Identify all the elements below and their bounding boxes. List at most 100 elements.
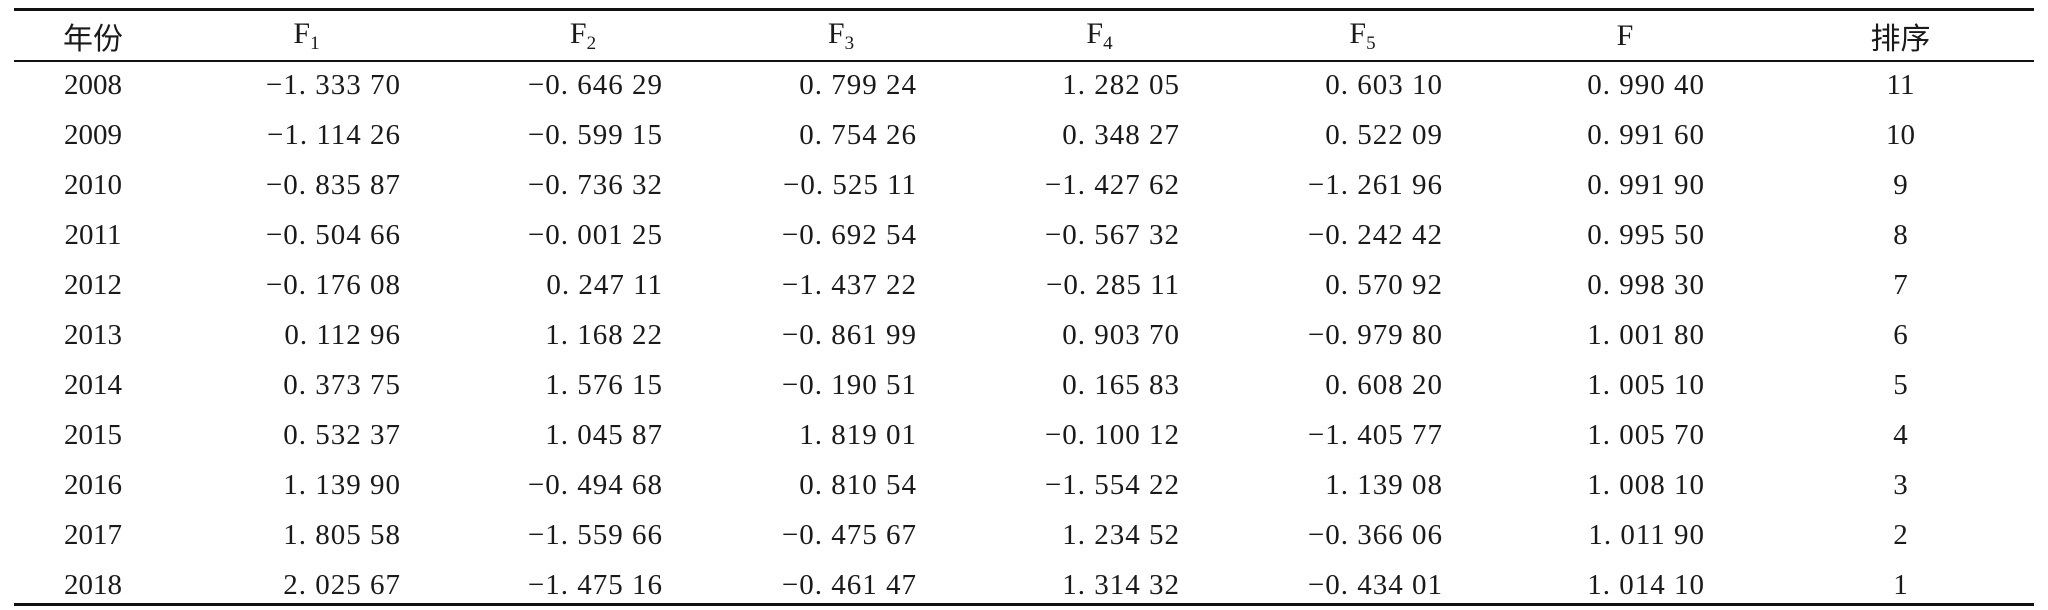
cell-f2: −0. 599 15 — [527, 118, 663, 151]
cell-f2: 1. 045 87 — [545, 418, 663, 451]
cell-f4: 0. 903 70 — [1062, 318, 1180, 351]
cell-f3: −0. 461 47 — [781, 568, 917, 601]
cell-f4: 0. 165 83 — [1062, 368, 1180, 401]
cell-rank: 2 — [1893, 518, 1908, 551]
cell-f: 0. 991 60 — [1587, 118, 1705, 151]
cell-f1: 0. 532 37 — [283, 418, 401, 451]
table-row: 2015 0. 532 37 1. 045 87 1. 819 01 −0. 100 1… — [14, 410, 2034, 460]
table-row: 2012 −0. 176 08 0. 247 11 −1. 437 22 −0. 285… — [14, 260, 2034, 310]
cell-f4: −1. 427 62 — [1044, 168, 1180, 201]
cell-year: 2012 — [64, 268, 122, 301]
header-rule — [14, 60, 2034, 62]
cell-f5: 1. 139 08 — [1325, 468, 1443, 501]
cell-rank: 7 — [1893, 268, 1908, 301]
cell-rank: 4 — [1893, 418, 1908, 451]
top-rule — [14, 8, 2034, 11]
cell-f: 1. 005 10 — [1587, 368, 1705, 401]
cell-f4: −0. 567 32 — [1044, 218, 1180, 251]
header-f: F — [1505, 11, 1767, 60]
cell-year: 2011 — [64, 218, 122, 251]
header-f5-base: F — [1349, 16, 1367, 50]
cell-f1: −0. 835 87 — [265, 168, 401, 201]
table-row: 2009 −1. 114 26 −0. 599 15 0. 754 26 0. 348 … — [14, 110, 2034, 160]
cell-f2: −0. 736 32 — [527, 168, 663, 201]
cell-year: 2014 — [64, 368, 122, 401]
table-row: 2013 0. 112 96 1. 168 22 −0. 861 99 0. 903 7… — [14, 310, 2034, 360]
cell-rank: 5 — [1893, 368, 1908, 401]
cell-f5: −1. 261 96 — [1307, 168, 1443, 201]
cell-f3: −0. 525 11 — [782, 168, 917, 201]
cell-f2: 1. 576 15 — [545, 368, 663, 401]
table-row: 2018 2. 025 67 −1. 475 16 −0. 461 47 1. 314 … — [14, 560, 2034, 610]
table-row: 2014 0. 373 75 1. 576 15 −0. 190 51 0. 165 8… — [14, 360, 2034, 410]
table-row: 2010 −0. 835 87 −0. 736 32 −0. 525 11 −1. 42… — [14, 160, 2034, 210]
cell-f: 0. 998 30 — [1587, 268, 1705, 301]
cell-year: 2018 — [64, 568, 122, 601]
table-row: 2017 1. 805 58 −1. 559 66 −0. 475 67 1. 234 … — [14, 510, 2034, 560]
cell-f3: −0. 692 54 — [781, 218, 917, 251]
cell-f: 1. 011 90 — [1588, 518, 1705, 551]
cell-year: 2017 — [64, 518, 122, 551]
cell-f2: −1. 559 66 — [527, 518, 663, 551]
cell-f4: −0. 100 12 — [1044, 418, 1180, 451]
cell-year: 2015 — [64, 418, 122, 451]
cell-f4: −1. 554 22 — [1044, 468, 1180, 501]
cell-year: 2016 — [64, 468, 122, 501]
cell-f: 1. 008 10 — [1587, 468, 1705, 501]
cell-f4: 1. 282 05 — [1062, 68, 1180, 101]
cell-rank: 9 — [1893, 168, 1908, 201]
score-table: 年份 F1 F2 F3 F4 F5 F 排序 2008 −1. 333 70 −0.… — [14, 0, 2034, 608]
cell-f4: −0. 285 11 — [1045, 268, 1180, 301]
cell-f1: 2. 025 67 — [283, 568, 401, 601]
header-f5-sub: 5 — [1366, 32, 1376, 54]
cell-f2: 0. 247 11 — [546, 268, 663, 301]
header-f-label: F — [1616, 18, 1634, 52]
header-f2-base: F — [569, 16, 587, 50]
cell-f4: 0. 348 27 — [1062, 118, 1180, 151]
cell-f3: 0. 799 24 — [799, 68, 917, 101]
cell-rank: 8 — [1893, 218, 1908, 251]
cell-f5: 0. 603 10 — [1325, 68, 1443, 101]
table-row: 2008 −1. 333 70 −0. 646 29 0. 799 24 1. 282 … — [14, 60, 2034, 110]
cell-f5: −0. 434 01 — [1307, 568, 1443, 601]
cell-rank: 10 — [1886, 118, 1915, 151]
cell-f3: −0. 861 99 — [781, 318, 917, 351]
header-rank: 排序 — [1870, 22, 1931, 56]
cell-f5: 0. 570 92 — [1325, 268, 1443, 301]
cell-f4: 1. 234 52 — [1062, 518, 1180, 551]
cell-f2: −0. 001 25 — [527, 218, 663, 251]
cell-year: 2013 — [64, 318, 122, 351]
cell-f5: −0. 979 80 — [1307, 318, 1443, 351]
header-year: 年份 — [63, 22, 123, 56]
cell-f: 0. 990 40 — [1587, 68, 1705, 101]
cell-f3: 0. 754 26 — [799, 118, 917, 151]
cell-f5: −0. 242 42 — [1307, 218, 1443, 251]
cell-f2: −0. 646 29 — [527, 68, 663, 101]
table-body: 2008 −1. 333 70 −0. 646 29 0. 799 24 1. 282 … — [14, 60, 2034, 610]
cell-f5: −1. 405 77 — [1307, 418, 1443, 451]
cell-rank: 3 — [1893, 468, 1908, 501]
cell-f1: −0. 504 66 — [265, 218, 401, 251]
cell-f2: −0. 494 68 — [527, 468, 663, 501]
cell-f2: −1. 475 16 — [527, 568, 663, 601]
cell-f3: −1. 437 22 — [781, 268, 917, 301]
cell-f3: 1. 819 01 — [799, 418, 917, 451]
cell-f: 1. 005 70 — [1587, 418, 1705, 451]
cell-rank: 11 — [1886, 68, 1915, 101]
cell-year: 2010 — [64, 168, 122, 201]
header-f4-base: F — [1086, 16, 1104, 50]
table-row: 2011 −0. 504 66 −0. 001 25 −0. 692 54 −0. 56… — [14, 210, 2034, 260]
header-row: 年份 F1 F2 F3 F4 F5 F 排序 — [14, 11, 2034, 60]
cell-f1: −1. 114 26 — [266, 118, 401, 151]
cell-f5: −0. 366 06 — [1307, 518, 1443, 551]
table-row: 2016 1. 139 90 −0. 494 68 0. 810 54 −1. 554 … — [14, 460, 2034, 510]
bottom-rule — [14, 603, 2034, 606]
cell-f3: −0. 475 67 — [781, 518, 917, 551]
cell-f3: 0. 810 54 — [799, 468, 917, 501]
cell-f5: 0. 608 20 — [1325, 368, 1443, 401]
cell-f1: −1. 333 70 — [265, 68, 401, 101]
cell-year: 2008 — [64, 68, 122, 101]
cell-f1: 0. 112 96 — [284, 318, 401, 351]
cell-f4: 1. 314 32 — [1062, 568, 1180, 601]
header-f5: F5 — [1242, 11, 1505, 60]
